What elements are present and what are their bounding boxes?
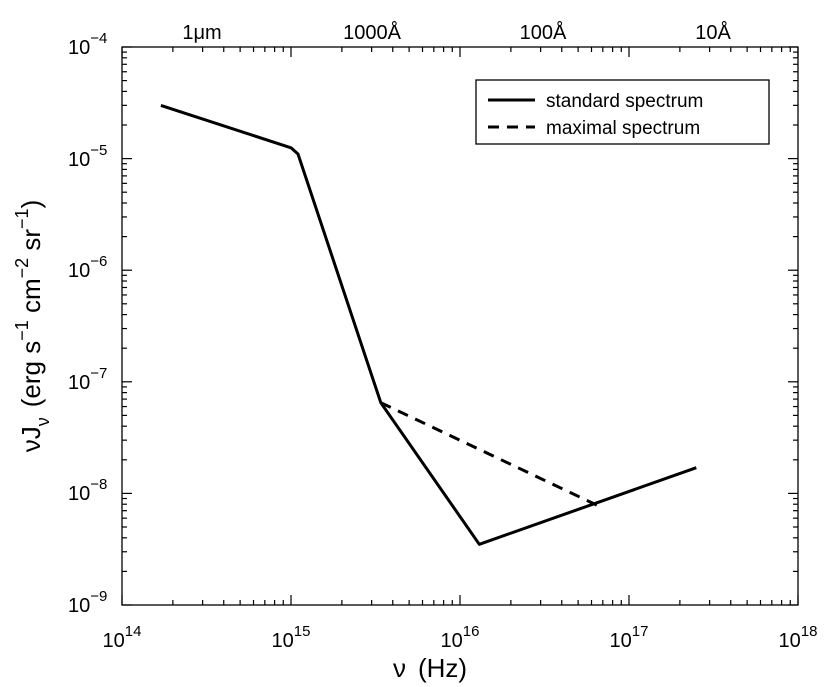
x-axis-title: ν (Hz) (393, 653, 467, 683)
legend-box (475, 79, 770, 145)
top-tick-label: 1000Å (343, 21, 401, 44)
top-wavelength-labels: 1μm 1000Å 100Å 10Å (182, 21, 731, 44)
x-tick-labels: 1014 1015 1016 1017 1018 (103, 623, 818, 652)
y-tick-label: 10−5 (68, 142, 107, 171)
x-tick-label: 1016 (441, 623, 480, 652)
tick-marks (121, 46, 799, 606)
legend: standard spectrum maximal spectrum (475, 79, 770, 145)
y-tick-labels: 10−9 10−8 10−7 10−6 10−5 10−4 (68, 30, 107, 617)
y-tick-label: 10−6 (68, 253, 107, 282)
legend-label-standard: standard spectrum (546, 91, 703, 112)
y-tick-label: 10−9 (68, 588, 107, 617)
top-tick-label: 10Å (695, 21, 731, 44)
y-tick-label: 10−8 (68, 476, 107, 505)
y-tick-label: 10−7 (68, 365, 107, 394)
legend-label-maximal: maximal spectrum (546, 118, 700, 139)
x-tick-label: 1017 (610, 623, 649, 652)
x-tick-label: 1014 (103, 623, 142, 652)
x-tick-label: 1018 (779, 623, 818, 652)
top-tick-label: 100Å (520, 21, 567, 44)
standard-spectrum-line (160, 103, 697, 546)
maximal-spectrum-line (380, 401, 599, 507)
top-tick-label: 1μm (182, 22, 221, 44)
y-tick-label: 10−4 (68, 30, 107, 59)
y-axis-title: νJν(erg s−1 cm−2 sr−1) (12, 200, 53, 453)
x-tick-label: 1015 (272, 623, 311, 652)
